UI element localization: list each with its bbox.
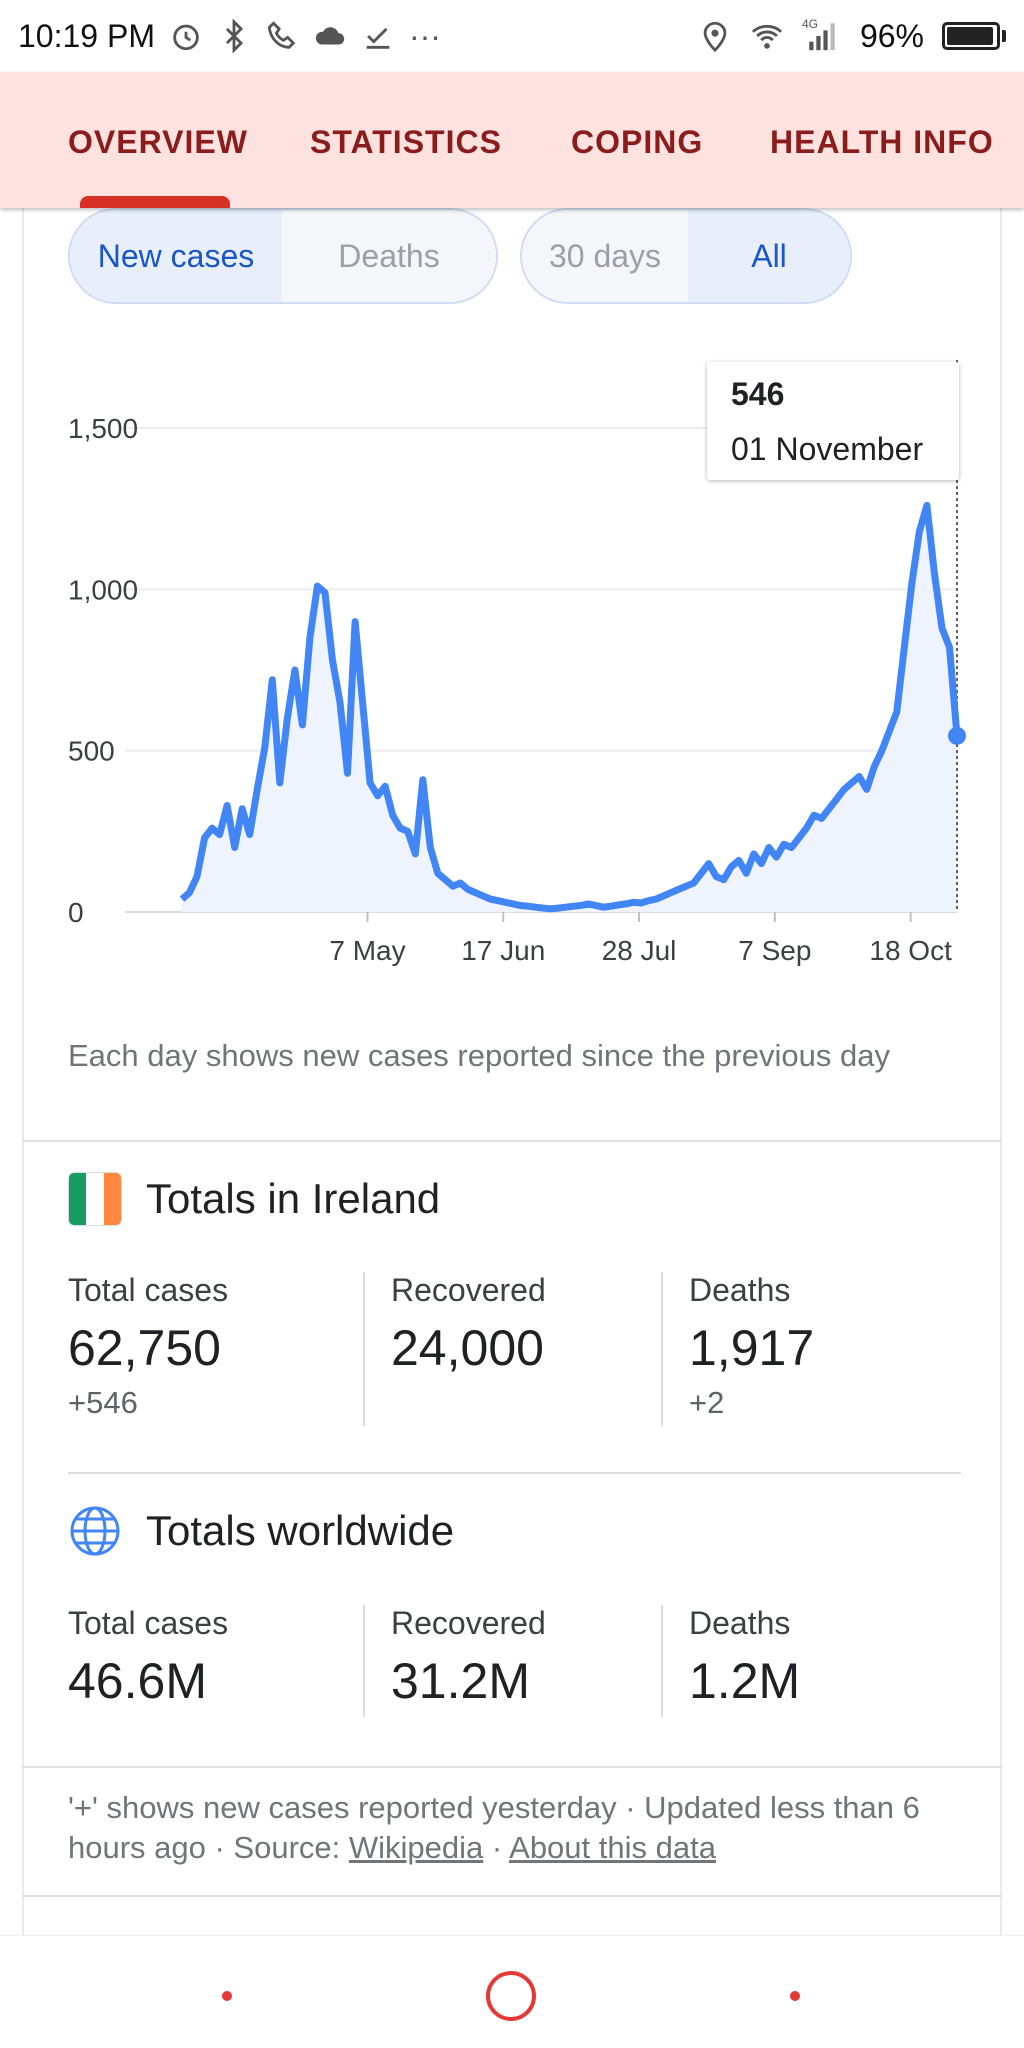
stat-delta: +2 bbox=[689, 1385, 725, 1420]
status-bar: 10:19 PM ··· 4G 96% bbox=[0, 0, 1024, 72]
x-tick-label: 7 Sep bbox=[738, 935, 811, 966]
tab-coping[interactable]: COPING bbox=[571, 124, 704, 160]
stat-separator bbox=[363, 1272, 365, 1426]
more-icon: ··· bbox=[408, 17, 441, 54]
chart-note: Each day shows new cases reported since … bbox=[68, 1038, 890, 1073]
status-time: 10:19 PM bbox=[18, 17, 155, 54]
stat-separator bbox=[661, 1272, 663, 1426]
footer-separator: · bbox=[491, 1830, 503, 1865]
download-done-icon bbox=[361, 19, 395, 53]
ireland-recovered: Recovered 24,000 bbox=[391, 1272, 546, 1377]
worldwide-title: Totals worldwide bbox=[146, 1507, 455, 1554]
divider bbox=[22, 1895, 1002, 1897]
alarm-icon bbox=[169, 19, 203, 53]
y-tick-label: 1,000 bbox=[68, 574, 138, 605]
ireland-total-cases: Total cases 62,750 +546 bbox=[68, 1272, 228, 1421]
divider bbox=[22, 1140, 1002, 1142]
stat-value: 46.6M bbox=[68, 1653, 207, 1709]
new-cases-chart[interactable]: 0 500 1,000 1,500 7 May 17 Jun 28 Jul 7 Sep 18 O… bbox=[0, 340, 1024, 980]
ireland-flag-icon bbox=[68, 1172, 122, 1226]
x-tick-label: 18 Oct bbox=[869, 935, 952, 966]
x-tick-label: 7 May bbox=[329, 935, 405, 966]
stat-separator bbox=[363, 1605, 365, 1717]
worldwide-recovered: Recovered 31.2M bbox=[391, 1605, 546, 1710]
tab-health-info[interactable]: HEALTH INFO bbox=[770, 124, 994, 160]
nav-home-button[interactable] bbox=[486, 1971, 536, 2021]
stat-label: Recovered bbox=[391, 1605, 546, 1641]
worldwide-total-cases: Total cases 46.6M bbox=[68, 1605, 228, 1710]
toggle-all[interactable]: All bbox=[688, 210, 850, 302]
stat-value: 1.2M bbox=[689, 1653, 801, 1709]
stat-label: Deaths bbox=[689, 1605, 791, 1641]
cases-line bbox=[179, 501, 961, 913]
tooltip-date: 01 November bbox=[731, 431, 924, 467]
location-icon bbox=[698, 19, 732, 53]
x-tick-label: 28 Jul bbox=[602, 935, 677, 966]
battery-percent: 96% bbox=[859, 17, 924, 54]
about-data-link[interactable]: About this data bbox=[509, 1830, 716, 1865]
wifi-icon bbox=[750, 19, 784, 53]
nav-back-button[interactable] bbox=[790, 1991, 800, 2001]
chart-tooltip: 546 01 November bbox=[707, 362, 959, 480]
tab-bar: OVERVIEW STATISTICS COPING HEALTH INFO bbox=[0, 72, 1024, 208]
metric-toggle: New cases Deaths bbox=[68, 208, 498, 304]
divider bbox=[22, 1766, 1002, 1768]
signal-icon: 4G bbox=[801, 17, 842, 53]
ireland-deaths: Deaths 1,917 +2 bbox=[689, 1272, 814, 1421]
active-tab-indicator bbox=[80, 196, 230, 208]
ireland-title: Totals in Ireland bbox=[146, 1175, 441, 1222]
stat-separator bbox=[661, 1605, 663, 1717]
toggle-30-days[interactable]: 30 days bbox=[522, 210, 688, 302]
stat-label: Recovered bbox=[391, 1272, 546, 1308]
ireland-header: Totals in Ireland bbox=[68, 1172, 440, 1226]
worldwide-header: Totals worldwide bbox=[68, 1504, 454, 1558]
network-type: 4G bbox=[801, 17, 818, 31]
range-toggle: 30 days All bbox=[520, 208, 852, 304]
nav-menu-button[interactable] bbox=[222, 1991, 232, 2001]
source-link[interactable]: Wikipedia bbox=[348, 1830, 484, 1865]
stat-label: Total cases bbox=[68, 1605, 229, 1641]
stat-value: 62,750 bbox=[68, 1320, 221, 1376]
footer-text: '+' shows new cases reported yesterday ·… bbox=[68, 1790, 920, 1865]
footer-note: '+' shows new cases reported yesterday ·… bbox=[68, 1788, 968, 1868]
y-tick-label: 0 bbox=[68, 897, 84, 928]
cloud-icon bbox=[313, 19, 347, 53]
stat-value: 24,000 bbox=[391, 1320, 544, 1376]
battery-icon bbox=[942, 22, 1006, 50]
tab-overview[interactable]: OVERVIEW bbox=[68, 124, 248, 160]
system-nav-bar bbox=[0, 1935, 1024, 2048]
globe-icon bbox=[68, 1504, 122, 1558]
call-icon bbox=[265, 19, 299, 53]
bluetooth-icon bbox=[217, 19, 251, 53]
stat-value: 1,917 bbox=[689, 1320, 815, 1376]
toggle-new-cases[interactable]: New cases bbox=[70, 210, 282, 302]
tab-statistics[interactable]: STATISTICS bbox=[310, 124, 502, 160]
toggle-deaths[interactable]: Deaths bbox=[282, 210, 496, 302]
y-tick-label: 1,500 bbox=[68, 413, 138, 444]
cases-area bbox=[182, 505, 957, 912]
tooltip-value: 546 bbox=[731, 376, 785, 412]
stat-value: 31.2M bbox=[391, 1653, 530, 1709]
x-tick-label: 17 Jun bbox=[461, 935, 545, 966]
stat-label: Deaths bbox=[689, 1272, 791, 1308]
stat-delta: +546 bbox=[68, 1385, 138, 1420]
stat-label: Total cases bbox=[68, 1272, 229, 1308]
divider bbox=[68, 1472, 961, 1474]
worldwide-deaths: Deaths 1.2M bbox=[689, 1605, 800, 1710]
y-tick-label: 500 bbox=[68, 736, 115, 767]
hover-point[interactable] bbox=[948, 726, 966, 745]
